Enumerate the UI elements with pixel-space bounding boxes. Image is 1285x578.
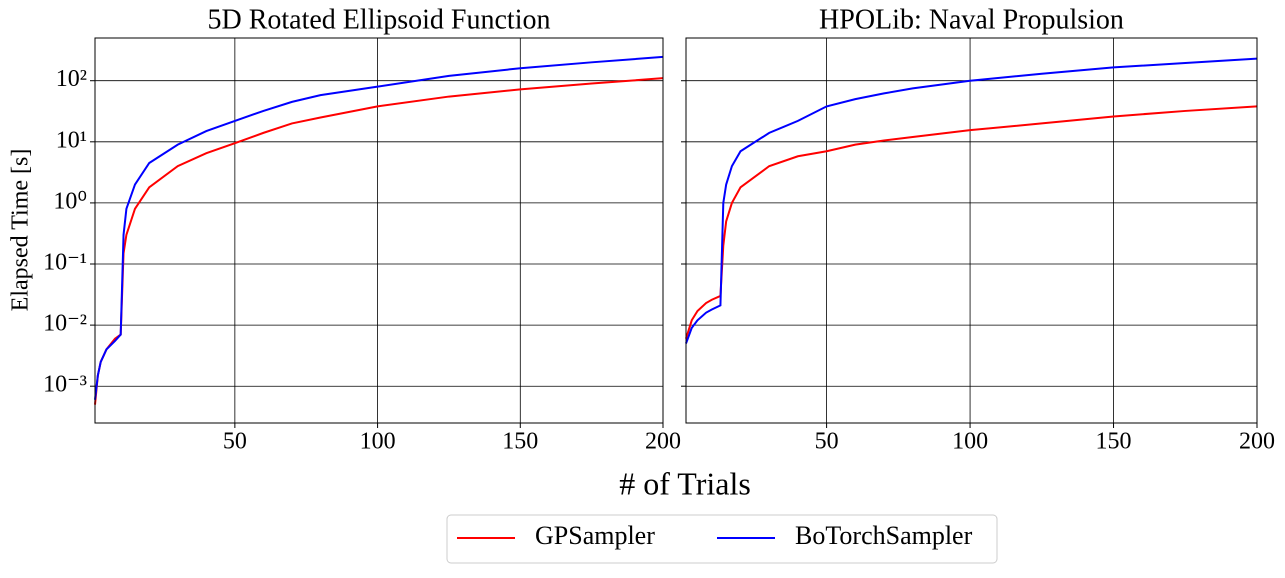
series-line	[685, 57, 1258, 344]
plot-frame	[94, 37, 664, 424]
y-axis-label: Elapsed Time [s]	[8, 149, 34, 312]
y-tick-label: 10⁻³	[43, 372, 87, 398]
legend-label: BoTorchSampler	[795, 521, 973, 550]
y-tick-label: 10⁻¹	[43, 250, 87, 276]
plot-frame	[685, 37, 1258, 424]
x-tick-label: 150	[1096, 429, 1132, 455]
series-line	[685, 105, 1258, 339]
x-tick-label: 100	[360, 429, 396, 455]
x-tick-label: 150	[502, 429, 538, 455]
series-line	[94, 55, 664, 400]
x-tick-label: 50	[223, 429, 247, 455]
y-tick-label: 10⁻²	[43, 311, 87, 337]
legend-label: GPSampler	[535, 521, 655, 550]
x-tick-label: 100	[952, 429, 988, 455]
legend: GPSampler BoTorchSampler	[446, 514, 998, 564]
x-tick-label: 50	[815, 429, 839, 455]
y-tick-label: 10²	[56, 66, 87, 92]
chart-title: HPOLib: Naval Propulsion	[819, 4, 1124, 35]
y-tick-label: 10¹	[56, 127, 87, 153]
x-axis-label: # of Trials	[619, 465, 751, 501]
x-tick-label: 200	[645, 429, 681, 455]
chart-title: 5D Rotated Ellipsoid Function	[208, 4, 551, 35]
series-line	[94, 77, 664, 405]
x-tick-label: 200	[1239, 429, 1275, 455]
y-tick-label: 10⁰	[53, 188, 87, 214]
